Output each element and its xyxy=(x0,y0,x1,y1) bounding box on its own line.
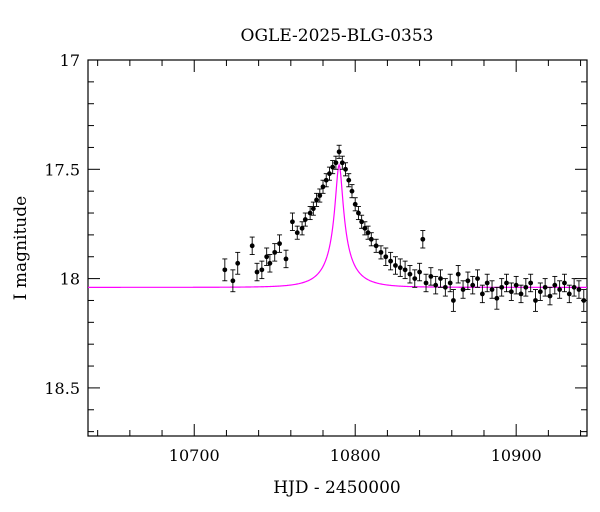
data-point xyxy=(460,287,466,292)
data-point xyxy=(494,295,500,301)
data-point xyxy=(323,177,329,183)
data-point xyxy=(383,254,389,260)
plot-frame xyxy=(87,59,588,437)
data-point xyxy=(299,225,305,231)
axis-ticks xyxy=(88,59,587,436)
data-point xyxy=(581,298,587,303)
data-point xyxy=(259,267,265,273)
data-point xyxy=(433,282,439,288)
data-point xyxy=(339,160,345,166)
data-point xyxy=(562,280,567,286)
model-curve xyxy=(88,162,587,288)
data-point xyxy=(566,291,572,297)
data-point xyxy=(272,249,278,255)
data-point xyxy=(352,201,358,207)
data-point xyxy=(307,210,313,216)
data-point xyxy=(320,184,326,190)
data-point xyxy=(388,258,394,264)
data-point xyxy=(523,284,529,290)
x-tick-label: 10700 xyxy=(169,446,220,465)
data-point xyxy=(537,289,543,295)
data-point xyxy=(513,282,519,288)
y-tick-label: 17 xyxy=(60,51,80,70)
data-point xyxy=(254,269,260,275)
data-point xyxy=(368,236,374,242)
data-point xyxy=(267,260,273,266)
data-point xyxy=(571,284,577,290)
data-point xyxy=(365,230,371,236)
data-point xyxy=(475,276,480,282)
data-point xyxy=(552,282,558,288)
data-point xyxy=(412,276,418,282)
data-point xyxy=(235,260,241,266)
data-point xyxy=(428,274,434,279)
data-point xyxy=(317,193,323,198)
data-point xyxy=(346,177,352,183)
data-point xyxy=(455,271,461,277)
axis-tick-labels: 10700 10800 10900 17 17.5 18 18.5 xyxy=(44,51,541,465)
data-point xyxy=(576,287,582,292)
data-points-layer xyxy=(222,144,587,312)
y-tick-label: 17.5 xyxy=(44,160,80,179)
data-point xyxy=(423,280,429,286)
data-point xyxy=(508,289,514,295)
data-point xyxy=(504,280,509,286)
data-point xyxy=(438,276,443,282)
x-axis-label: HJD - 2450000 xyxy=(273,478,401,498)
data-point xyxy=(264,254,270,260)
data-point xyxy=(533,298,538,303)
data-point xyxy=(479,291,485,297)
data-point xyxy=(447,280,453,286)
data-point xyxy=(230,278,236,284)
data-point xyxy=(314,197,319,203)
data-point xyxy=(343,166,348,172)
x-tick-label: 10800 xyxy=(330,446,381,465)
data-point xyxy=(378,249,384,255)
data-point xyxy=(417,269,422,275)
data-point xyxy=(277,241,282,247)
data-point xyxy=(294,230,300,236)
y-tick-label: 18 xyxy=(60,270,80,289)
data-point xyxy=(489,287,495,292)
data-point xyxy=(336,149,342,155)
data-point xyxy=(465,278,471,284)
data-point xyxy=(327,171,332,177)
data-point xyxy=(373,243,379,249)
data-point xyxy=(356,210,361,216)
x-tick-label: 10900 xyxy=(491,446,542,465)
data-point xyxy=(397,265,403,271)
data-point xyxy=(518,291,524,297)
data-point xyxy=(283,256,289,262)
data-point xyxy=(542,284,548,290)
data-point xyxy=(222,267,228,273)
data-point xyxy=(547,293,553,299)
data-point xyxy=(362,225,368,231)
data-point xyxy=(528,280,534,286)
data-point xyxy=(330,164,336,170)
data-point xyxy=(302,217,308,222)
data-point xyxy=(420,236,426,242)
data-point xyxy=(484,280,490,286)
data-point xyxy=(407,271,413,277)
model-curve-layer xyxy=(88,162,587,288)
data-point xyxy=(402,267,408,273)
y-axis-label: I magnitude xyxy=(11,196,31,300)
data-point xyxy=(310,206,316,212)
data-point xyxy=(349,188,355,194)
data-point xyxy=(499,284,505,290)
data-point xyxy=(333,160,339,166)
data-point xyxy=(450,298,456,303)
data-point xyxy=(249,243,255,249)
y-tick-label: 18.5 xyxy=(44,379,80,398)
data-point xyxy=(359,219,365,225)
data-point xyxy=(393,263,398,268)
data-point xyxy=(557,287,563,292)
chart-title: OGLE-2025-BLG-0353 xyxy=(241,26,434,46)
data-point xyxy=(442,284,448,290)
data-point xyxy=(290,219,295,225)
data-point xyxy=(470,282,476,288)
